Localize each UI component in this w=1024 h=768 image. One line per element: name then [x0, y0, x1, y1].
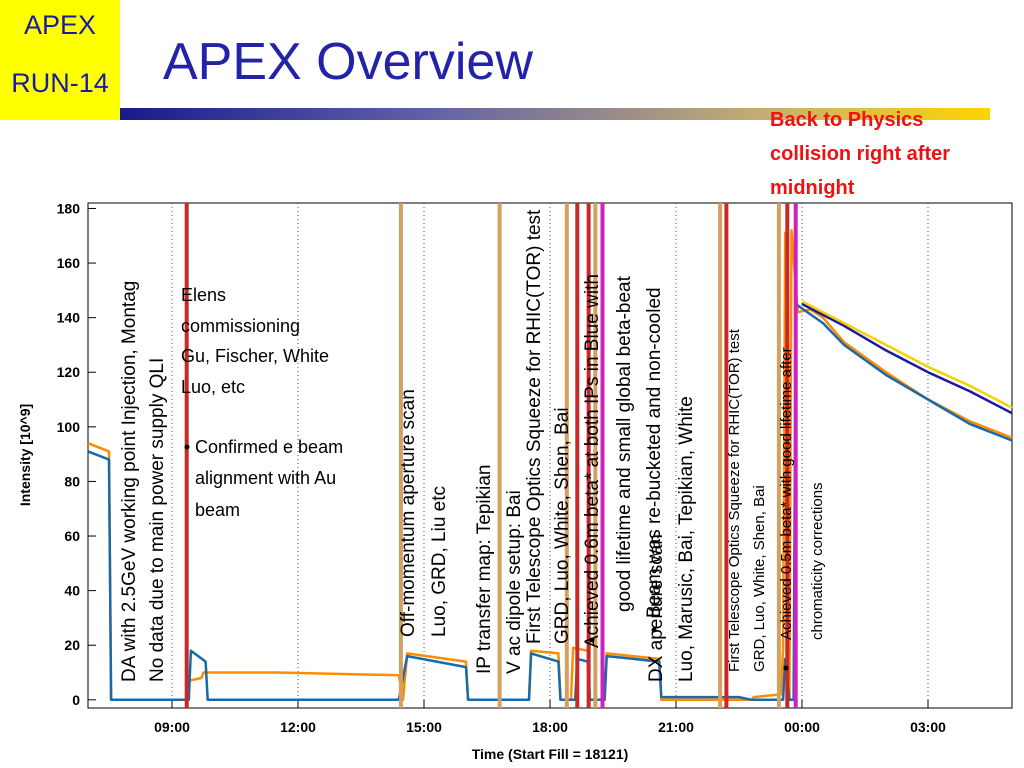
- title-underline-bar: [120, 108, 990, 120]
- x-tick-label: 00:00: [784, 719, 820, 735]
- vertical-note: GRD, Luo, White, Shen, Bai: [552, 407, 573, 644]
- elens-line: commissioning: [181, 316, 300, 336]
- x-tick-label: 15:00: [406, 719, 442, 735]
- y-tick-label: 160: [57, 255, 81, 271]
- vertical-note: Beam was re-bucketed and non-cooled: [644, 287, 665, 618]
- vertical-note: V ac dipole setup: Bai: [504, 490, 525, 674]
- vertical-note: DA with 2.5GeV working point Injection, …: [119, 281, 140, 682]
- vertical-note: Off-momentum aperture scan: [398, 389, 419, 637]
- y-tick-label: 20: [64, 637, 80, 653]
- x-tick-label: 18:00: [532, 719, 568, 735]
- x-tick-label: 09:00: [154, 719, 190, 735]
- y-tick-label: 40: [64, 583, 80, 599]
- vertical-note: GRD, Luo, White, Shen, Bai: [751, 485, 768, 672]
- elens-bullet-line: alignment with Au: [195, 468, 336, 488]
- vertical-note: Achieved 0.5m beta* with good lifetime a…: [778, 347, 795, 640]
- vertical-note: First Telescope Optics Squeeze for RHIC(…: [524, 209, 545, 644]
- bullet-dot: [589, 637, 595, 643]
- apex-run-badge: APEX RUN-14: [0, 0, 120, 120]
- elens-line: Gu, Fischer, White: [181, 346, 329, 366]
- y-axis-label: Intensity [10^9]: [17, 404, 33, 506]
- vertical-annotations: DA with 2.5GeV working point Injection, …: [119, 209, 826, 682]
- x-axis-ticks: 09:00 12:00 15:00 18:00 21:00 00:00 03:00: [154, 700, 946, 735]
- vertical-note: Luo, GRD, Liu etc: [429, 486, 450, 637]
- series-group: [87, 229, 1013, 702]
- badge-line-run: RUN-14: [11, 68, 109, 98]
- elens-annotation: Elens commissioning Gu, Fischer, White L…: [181, 285, 343, 520]
- y-tick-label: 120: [57, 364, 81, 380]
- x-axis-label: Time (Start Fill = 18121): [472, 746, 629, 762]
- y-axis-ticks: 0 20 40 60 80 100 120 140 160 180: [57, 200, 96, 708]
- event-markers: [184, 203, 798, 708]
- x-tick-label: 21:00: [658, 719, 694, 735]
- y-tick-label: 0: [72, 692, 80, 708]
- vertical-note: IP transfer map: Tepikian: [474, 465, 495, 674]
- bullet-dot: [783, 665, 789, 671]
- series-line: [801, 302, 1013, 415]
- back-to-physics-note: Back to Physics collision right after mi…: [770, 109, 951, 199]
- elens-line: Luo, etc: [181, 377, 245, 397]
- series-line: [801, 300, 1013, 409]
- elens-bullet-line: Confirmed e beam: [195, 437, 343, 457]
- y-tick-label: 100: [57, 419, 81, 435]
- x-tick-label: 12:00: [280, 719, 316, 735]
- elens-bullet-line: beam: [195, 500, 240, 520]
- elens-bullet-dot: [184, 444, 190, 450]
- y-tick-label: 180: [57, 200, 81, 216]
- vertical-note: chromaticity corrections: [809, 482, 826, 640]
- vertical-note: good lifetime and small global beta-beat: [614, 275, 635, 612]
- series-line: [87, 229, 1013, 702]
- vertical-note: Achieved 0.6m beta* at both IPs in Blue …: [582, 274, 603, 648]
- slide-title: APEX Overview: [163, 33, 533, 91]
- vertical-note: DX aperture scan: [646, 534, 667, 682]
- badge-line-apex: APEX: [23, 10, 97, 40]
- y-tick-label: 140: [57, 310, 81, 326]
- grid-lines: [171, 203, 929, 708]
- elens-line: Elens: [181, 285, 226, 305]
- vertical-note: First Telescope Optics Squeeze for RHIC(…: [726, 328, 743, 672]
- y-tick-label: 60: [64, 528, 80, 544]
- vertical-note: No data due to main power supply QLI: [147, 358, 168, 682]
- vertical-note: Luo, Marusic, Bai, Tepikian, White: [676, 396, 697, 682]
- x-tick-label: 03:00: [910, 719, 946, 735]
- y-tick-label: 80: [64, 473, 80, 489]
- bullet-dot: [651, 627, 657, 633]
